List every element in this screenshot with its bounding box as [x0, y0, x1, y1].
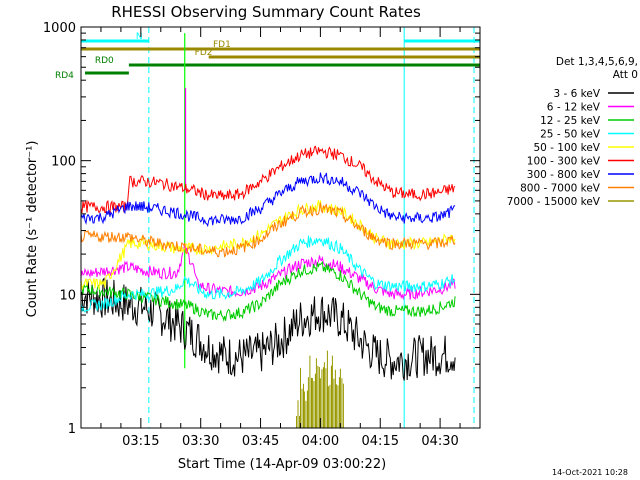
legend-entry-label: 6 - 12 keV	[547, 102, 601, 114]
status-bar-label: RD0	[95, 56, 114, 66]
legend-entry-label: 25 - 50 keV	[540, 129, 601, 141]
x-axis-label: Start Time (14-Apr-09 03:00:22)	[178, 457, 386, 472]
x-tick-label: 04:00	[302, 434, 339, 449]
plot-frame	[80, 26, 481, 429]
x-tick-label: 03:45	[242, 434, 279, 449]
x-tick-label: 04:30	[421, 434, 458, 449]
series-line	[80, 235, 456, 313]
x-tick-label: 03:15	[122, 434, 159, 449]
x-tick-label: 03:30	[182, 434, 219, 449]
status-bar-label: N	[136, 32, 143, 42]
legend-entry-label: 7000 - 15000 keV	[507, 196, 601, 208]
legend-entry-label: 300 - 800 keV	[527, 169, 601, 181]
series-line	[80, 243, 456, 301]
status-bar-label: RD4	[55, 71, 74, 81]
y-tick-label: 1000	[43, 21, 76, 36]
series-line	[80, 277, 456, 381]
chart-title: RHESSI Observing Summary Count Rates	[111, 3, 421, 21]
series-line	[80, 260, 456, 322]
legend-entry-label: 3 - 6 keV	[553, 88, 600, 100]
legend: Det 1,3,4,5,6,9,Att 0 3 - 6 keV 6 - 12 keV…	[507, 56, 638, 208]
status-bar-label: FD2	[195, 48, 213, 58]
status-bar-label: FD1	[213, 40, 231, 50]
legend-header: Det 1,3,4,5,6,9,	[556, 56, 638, 68]
legend-entry-label: 800 - 7000 keV	[520, 183, 601, 195]
axis-ticks: 1 10 100 1000 03:15 03:30 03:45 04:00 04:15 04:30	[43, 21, 480, 449]
series-line	[80, 172, 456, 228]
y-tick-label: 10	[59, 288, 76, 303]
x-tick-label: 04:15	[362, 434, 399, 449]
legend-entry-label: 12 - 25 keV	[540, 115, 601, 127]
y-tick-label: 100	[51, 155, 76, 170]
series-line	[296, 350, 344, 428]
y-axis-label: Count Rate (s⁻¹ detector⁻¹)	[25, 141, 40, 318]
series-line	[80, 145, 456, 215]
legend-entry-label: 100 - 300 keV	[527, 156, 601, 168]
series-line	[80, 202, 456, 258]
generation-timestamp: 14-Oct-2021 10:28	[552, 468, 628, 477]
legend-entry-label: 50 - 100 keV	[533, 142, 600, 154]
legend-header: Att 0	[613, 69, 638, 81]
y-tick-label: 1	[68, 422, 76, 437]
